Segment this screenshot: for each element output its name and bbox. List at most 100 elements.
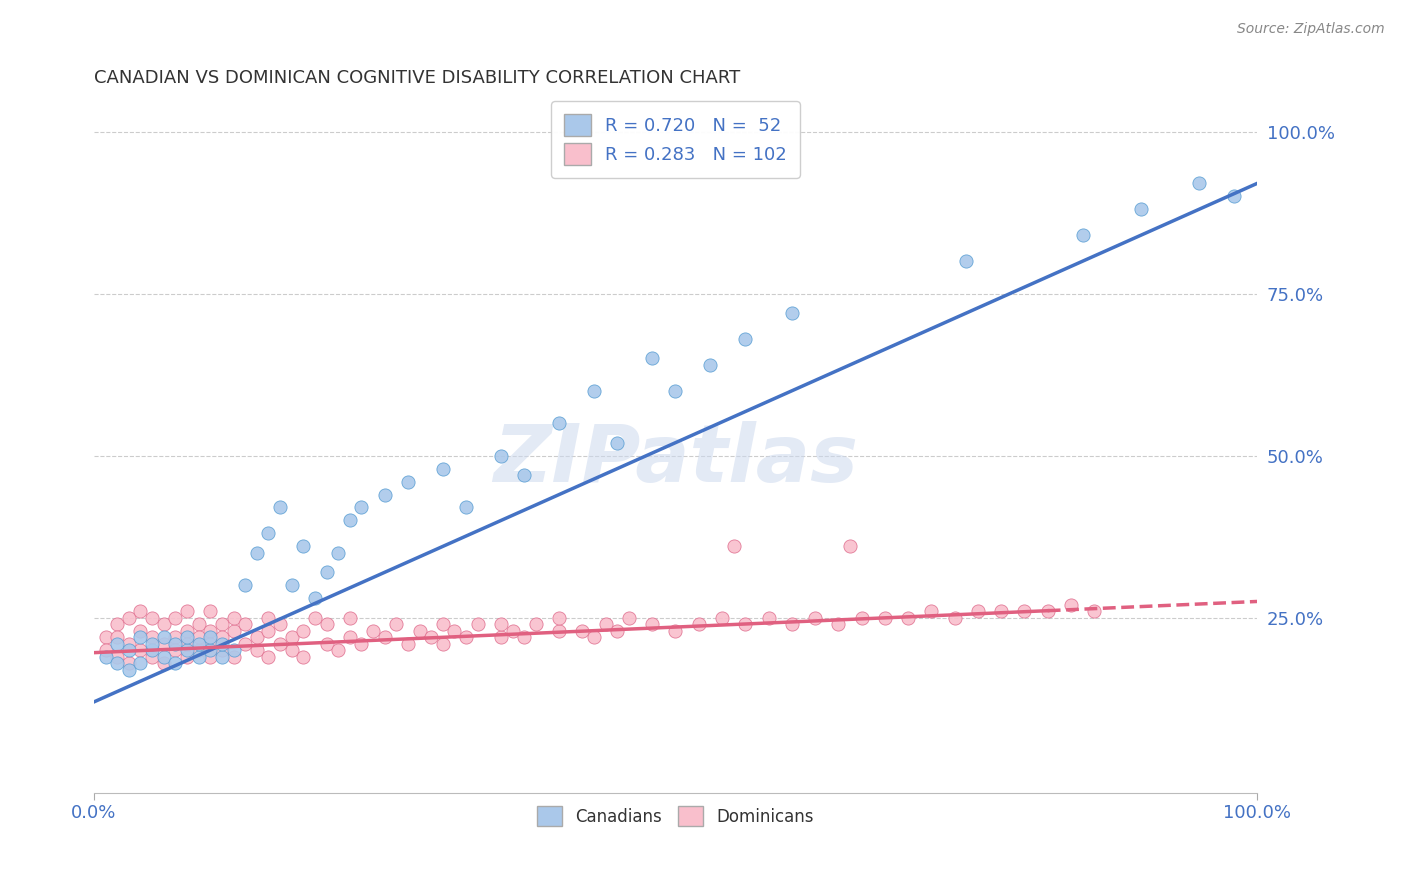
- Point: [211, 637, 233, 651]
- Point: [176, 630, 198, 644]
- Point: [165, 656, 187, 670]
- Point: [257, 624, 280, 638]
- Point: [233, 637, 256, 651]
- Point: [187, 643, 209, 657]
- Point: [990, 604, 1012, 618]
- Point: [606, 435, 628, 450]
- Point: [222, 610, 245, 624]
- Point: [280, 643, 302, 657]
- Point: [211, 617, 233, 632]
- Point: [339, 610, 361, 624]
- Legend: Canadians, Dominicans: Canadians, Dominicans: [530, 799, 821, 833]
- Point: [780, 306, 803, 320]
- Point: [105, 656, 128, 670]
- Point: [513, 630, 536, 644]
- Point: [315, 566, 337, 580]
- Point: [211, 643, 233, 657]
- Point: [200, 604, 222, 618]
- Point: [804, 610, 827, 624]
- Point: [897, 610, 920, 624]
- Text: Source: ZipAtlas.com: Source: ZipAtlas.com: [1237, 22, 1385, 37]
- Point: [641, 351, 664, 366]
- Point: [141, 649, 163, 664]
- Point: [315, 617, 337, 632]
- Point: [304, 610, 326, 624]
- Point: [269, 500, 291, 515]
- Point: [141, 610, 163, 624]
- Point: [456, 630, 478, 644]
- Point: [1060, 598, 1083, 612]
- Point: [152, 617, 174, 632]
- Point: [1188, 177, 1211, 191]
- Point: [1083, 604, 1105, 618]
- Point: [129, 630, 152, 644]
- Point: [328, 546, 350, 560]
- Point: [664, 384, 686, 398]
- Point: [233, 617, 256, 632]
- Point: [246, 630, 269, 644]
- Point: [141, 637, 163, 651]
- Point: [152, 630, 174, 644]
- Point: [467, 617, 489, 632]
- Point: [699, 358, 721, 372]
- Point: [94, 649, 117, 664]
- Point: [1036, 604, 1059, 618]
- Point: [361, 624, 384, 638]
- Point: [304, 591, 326, 606]
- Point: [257, 526, 280, 541]
- Point: [129, 624, 152, 638]
- Point: [176, 604, 198, 618]
- Point: [176, 649, 198, 664]
- Point: [688, 617, 710, 632]
- Point: [152, 656, 174, 670]
- Point: [187, 649, 209, 664]
- Point: [1129, 202, 1152, 217]
- Point: [187, 630, 209, 644]
- Point: [141, 630, 163, 644]
- Point: [328, 643, 350, 657]
- Point: [955, 254, 977, 268]
- Point: [548, 624, 571, 638]
- Point: [269, 637, 291, 651]
- Point: [222, 643, 245, 657]
- Point: [211, 649, 233, 664]
- Point: [200, 630, 222, 644]
- Point: [200, 643, 222, 657]
- Point: [443, 624, 465, 638]
- Point: [280, 630, 302, 644]
- Point: [489, 630, 512, 644]
- Point: [94, 630, 117, 644]
- Point: [339, 513, 361, 527]
- Point: [851, 610, 873, 624]
- Point: [967, 604, 990, 618]
- Point: [420, 630, 443, 644]
- Point: [200, 649, 222, 664]
- Point: [165, 643, 187, 657]
- Point: [165, 610, 187, 624]
- Point: [502, 624, 524, 638]
- Point: [339, 630, 361, 644]
- Point: [246, 546, 269, 560]
- Point: [606, 624, 628, 638]
- Point: [548, 610, 571, 624]
- Text: CANADIAN VS DOMINICAN COGNITIVE DISABILITY CORRELATION CHART: CANADIAN VS DOMINICAN COGNITIVE DISABILI…: [94, 69, 740, 87]
- Point: [617, 610, 640, 624]
- Point: [187, 617, 209, 632]
- Point: [734, 617, 756, 632]
- Point: [292, 624, 315, 638]
- Point: [374, 630, 396, 644]
- Point: [292, 649, 315, 664]
- Point: [129, 656, 152, 670]
- Point: [873, 610, 896, 624]
- Point: [105, 637, 128, 651]
- Point: [165, 637, 187, 651]
- Point: [943, 610, 966, 624]
- Point: [129, 604, 152, 618]
- Point: [200, 624, 222, 638]
- Point: [1071, 228, 1094, 243]
- Point: [176, 637, 198, 651]
- Point: [129, 643, 152, 657]
- Point: [257, 649, 280, 664]
- Point: [118, 656, 141, 670]
- Point: [246, 643, 269, 657]
